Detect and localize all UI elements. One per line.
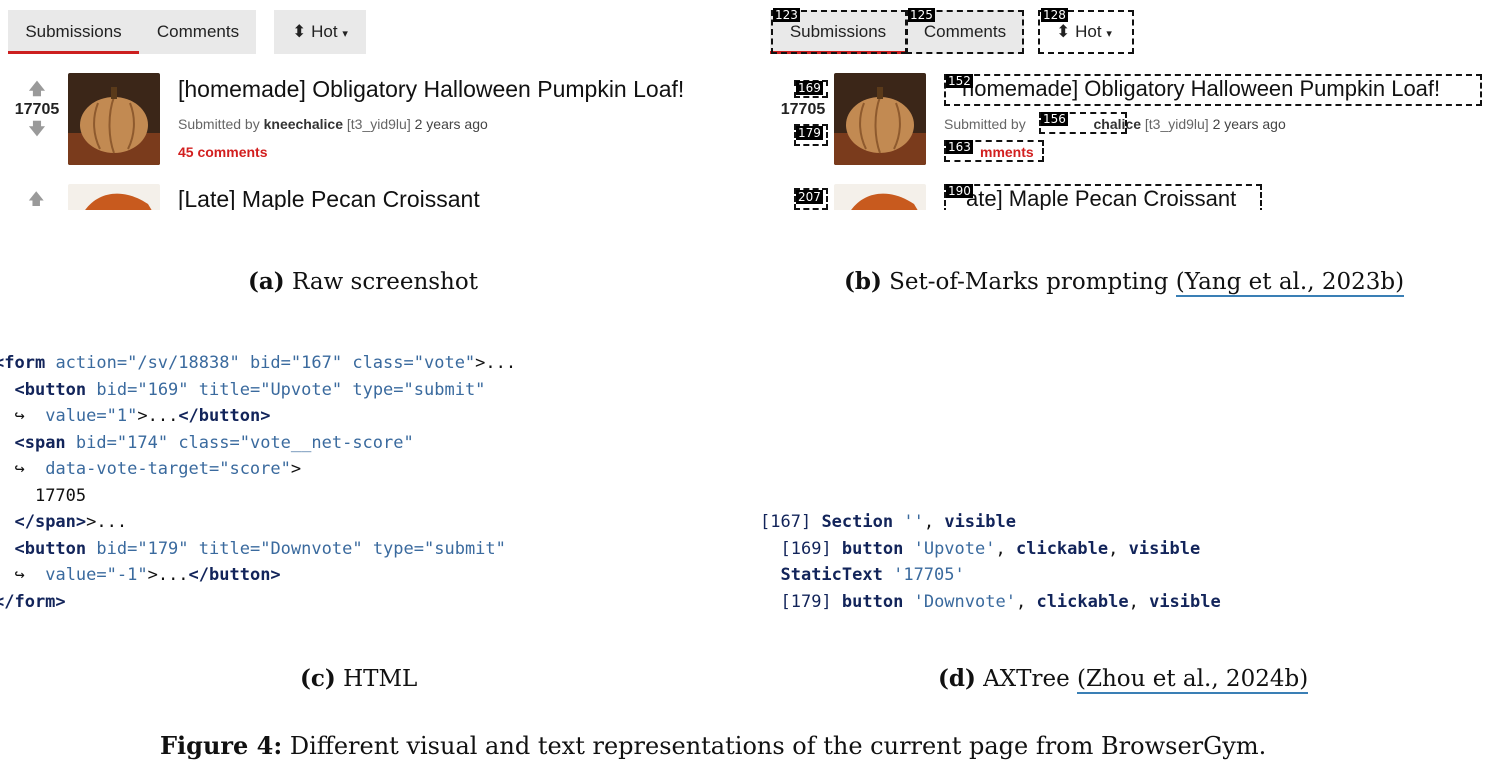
mark-box-title-2	[944, 184, 1262, 210]
raw-screenshot-panel: Submissions Comments ⬍ Hot ▾ 🡅 17705 🡇 […	[0, 0, 740, 210]
code-line-2: <button bid="169" title="Upvote" type="s…	[14, 379, 486, 400]
mark-label: 207	[796, 190, 823, 204]
author-link[interactable]: kneechalice	[263, 116, 343, 132]
tab-comments[interactable]: Comments	[156, 22, 240, 41]
croissant-image	[68, 184, 160, 210]
croissant-image	[834, 184, 926, 210]
tab-comments[interactable]: Comments	[923, 22, 1007, 41]
axtree-line-2: [169] button 'Upvote', clickable, visibl…	[780, 538, 1201, 559]
mark-box-comments-link	[944, 140, 1044, 162]
mark-label: 125	[908, 8, 935, 22]
author-link[interactable]: chalice	[1093, 116, 1141, 132]
pumpkin-loaf-image	[834, 73, 926, 165]
post-title[interactable]: [homemade] Obligatory Halloween Pumpkin …	[178, 76, 685, 102]
citation-link[interactable]: (Zhou et al., 2024b)	[1077, 666, 1309, 694]
post-meta: Submitted by kneechalice [t3_yid9lu] 2 y…	[178, 116, 488, 132]
axtree-block: [167] Section '', visible [169] button '…	[760, 509, 1221, 615]
mark-box-sort	[1038, 10, 1134, 54]
code-line-4: <span bid="174" class="vote__net-score"	[14, 432, 414, 453]
caption-b: (b) Set-of-Marks prompting (Yang et al.,…	[844, 268, 1405, 297]
post-title[interactable]: ate] Maple Pecan Croissant	[966, 186, 1237, 210]
post-title[interactable]: homemade] Obligatory Halloween Pumpkin L…	[962, 76, 1441, 101]
vote-widget: 🡅 17705 🡇	[8, 80, 66, 140]
tab-submissions[interactable]: Submissions	[8, 10, 139, 54]
sort-icon: ⬍	[1056, 22, 1071, 41]
upvote-arrow-icon[interactable]: 🡅	[28, 81, 46, 98]
sort-label: Hot	[311, 22, 338, 41]
figure-caption: Figure 4: Different visual and text repr…	[160, 731, 1267, 760]
vote-score: 17705	[14, 101, 60, 118]
sort-dropdown[interactable]: ⬍ Hot ▾	[274, 10, 366, 54]
post-title[interactable]: [Late] Maple Pecan Croissant	[178, 186, 480, 210]
code-line-1: <form action="/sv/18838" bid="167" class…	[0, 353, 517, 373]
set-of-marks-panel: Submissions Comments 123 125 ⬍ Hot ▾ 128…	[760, 0, 1500, 210]
caret-down-icon: ▾	[342, 28, 348, 40]
mark-label: 152	[946, 74, 973, 88]
axtree-line-4: [179] button 'Downvote', clickable, visi…	[780, 591, 1221, 612]
code-line-8: <button bid="179" title="Downvote" type=…	[14, 538, 506, 559]
mark-box-author	[1039, 112, 1127, 134]
comments-link[interactable]: 45 comments	[178, 144, 268, 160]
mark-box-title	[944, 74, 1482, 106]
downvote-arrow-icon[interactable]: 🡇	[28, 121, 46, 138]
code-line-7: </span>>...	[14, 512, 128, 532]
vote-widget: 17705	[772, 80, 834, 120]
mark-label: 169	[796, 81, 823, 95]
axtree-line-1: [167] Section '', visible	[760, 512, 1016, 532]
post-thumbnail[interactable]	[834, 184, 926, 210]
mark-label: 123	[773, 8, 800, 22]
mark-label: 156	[1041, 112, 1068, 126]
caption-c: (c) HTML	[300, 665, 418, 692]
mark-box-upvote-2	[794, 188, 828, 210]
caption-a: (a) Raw screenshot	[248, 268, 478, 295]
sort-icon: ⬍	[292, 22, 307, 41]
axtree-line-3: StaticText '17705'	[780, 565, 965, 585]
post-thumbnail[interactable]	[68, 73, 160, 165]
caret-down-icon: ▾	[1106, 28, 1112, 40]
upvote-arrow-icon[interactable]: 🡅	[28, 191, 45, 208]
code-line-5: ↪ data-vote-target="score">	[14, 459, 302, 479]
post-thumbnail[interactable]	[834, 73, 926, 165]
vote-score: 17705	[780, 101, 826, 118]
mark-box-downvote	[794, 124, 828, 146]
tab-bar: Submissions Comments	[770, 10, 1024, 54]
code-line-6: 17705	[34, 485, 87, 506]
sort-dropdown[interactable]: ⬍ Hot ▾	[1038, 10, 1130, 54]
post-meta: Submitted by chalice [t3_yid9lu] 2 years…	[944, 116, 1286, 132]
comments-link[interactable]: mments	[980, 144, 1034, 160]
mark-label: 179	[796, 126, 823, 140]
pumpkin-loaf-image	[68, 73, 160, 165]
caption-d: (d) AXTree (Zhou et al., 2024b)	[938, 665, 1309, 694]
post-thumbnail[interactable]	[68, 184, 160, 210]
mark-label: 128	[1041, 8, 1068, 22]
mark-box-comments	[906, 10, 1024, 54]
code-line-9: ↪ value="-1">...</button>	[14, 565, 281, 585]
citation-link[interactable]: (Yang et al., 2023b)	[1175, 269, 1405, 297]
mark-label: 163	[946, 140, 973, 154]
html-code-block: <form action="/sv/18838" bid="167" class…	[0, 350, 516, 615]
tab-bar: Submissions Comments	[8, 10, 256, 54]
mark-label: 190	[946, 184, 973, 198]
code-line-3: ↪ value="1">...</button>	[14, 406, 271, 426]
sort-label: Hot	[1075, 22, 1102, 41]
code-line-10: </form>	[0, 591, 66, 612]
